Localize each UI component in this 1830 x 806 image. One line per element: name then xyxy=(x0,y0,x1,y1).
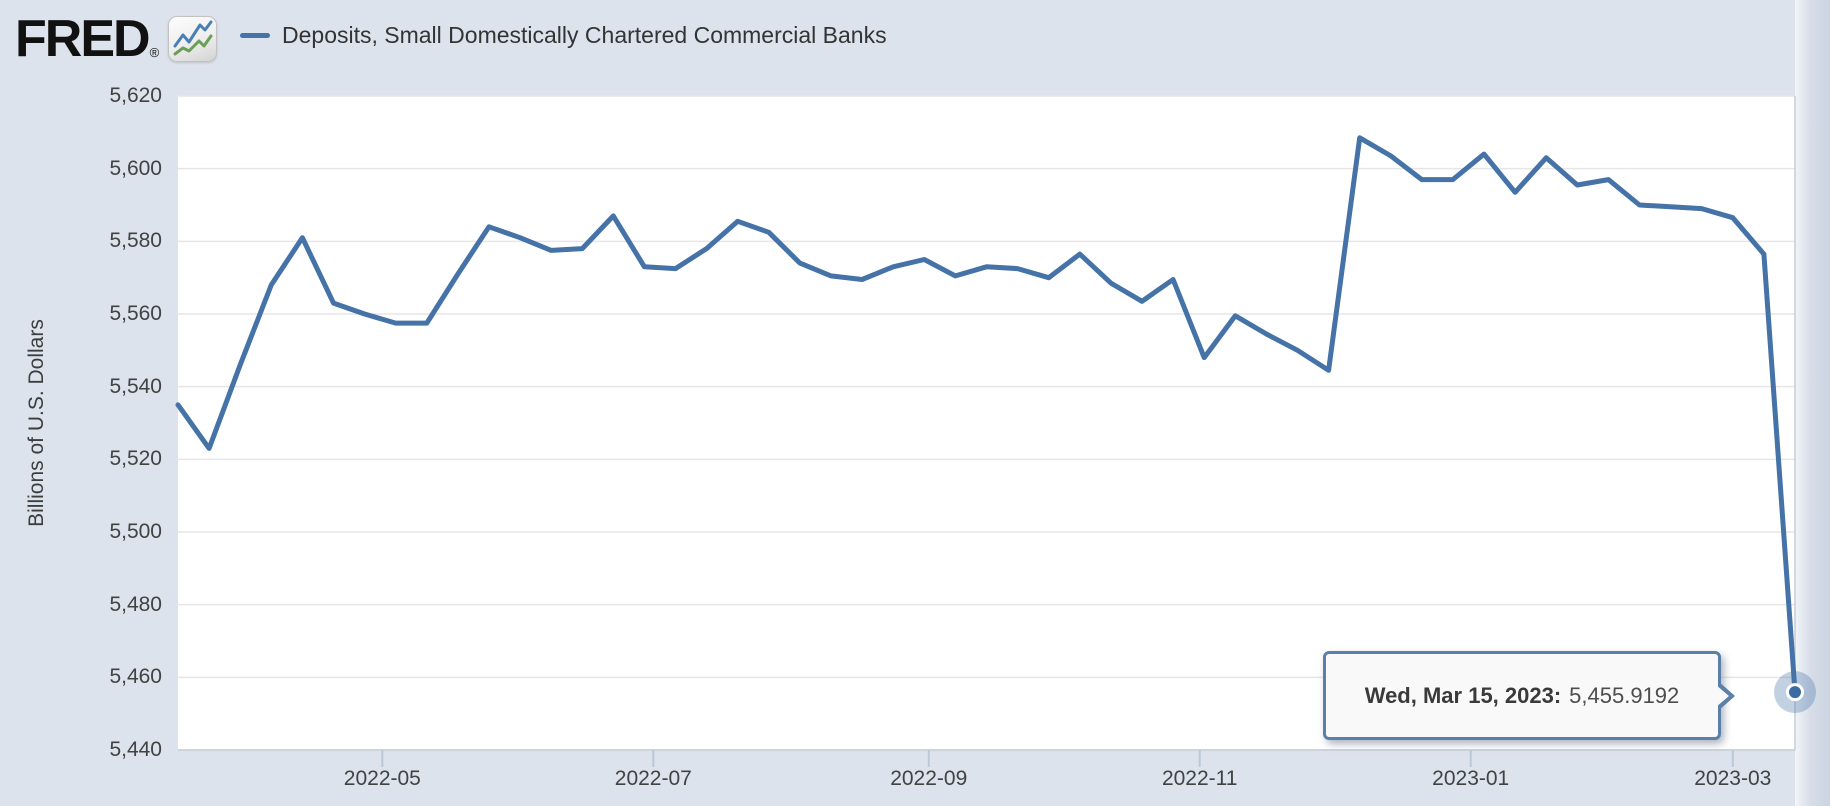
last-data-point-marker[interactable] xyxy=(1786,683,1804,702)
x-axis-tick-label: 2023-01 xyxy=(1432,767,1510,790)
x-axis-tick-label: 2023-03 xyxy=(1694,767,1772,790)
fred-logo[interactable]: FRED ® xyxy=(15,10,218,68)
y-axis-tick-label: 5,480 xyxy=(109,592,162,616)
y-axis-tick-label: 5,580 xyxy=(109,229,162,253)
tooltip-date: Wed, Mar 15, 2023: xyxy=(1364,682,1562,708)
y-axis-tick-label: 5,560 xyxy=(109,302,162,325)
legend: Deposits, Small Domestically Chartered C… xyxy=(240,0,887,70)
window-edge-shading xyxy=(1795,0,1830,806)
hover-tooltip: Wed, Mar 15, 2023: 5,455.9192 xyxy=(1323,651,1735,740)
fred-wordmark: FRED xyxy=(15,10,151,68)
registered-trademark: ® xyxy=(149,45,160,60)
y-axis-tick-label: 5,620 xyxy=(109,84,162,107)
x-axis-tick-label: 2022-07 xyxy=(614,767,692,790)
y-axis-tick-label: 5,440 xyxy=(109,738,162,761)
y-axis-tick-label: 5,540 xyxy=(109,374,162,398)
legend-series-swatch xyxy=(240,32,270,38)
header: FRED ® xyxy=(15,8,218,70)
y-axis-tick-label: 5,600 xyxy=(109,156,162,180)
x-axis-tick-label: 2022-09 xyxy=(890,767,968,790)
x-axis-tick-label: 2022-11 xyxy=(1161,767,1238,790)
y-axis-title: Billions of U.S. Dollars xyxy=(25,319,48,527)
plot-area[interactable] xyxy=(178,96,1795,750)
deposits-series-line[interactable] xyxy=(175,135,1798,695)
x-axis-tick-label: 2022-05 xyxy=(343,767,421,790)
fred-sparkline-icon xyxy=(168,16,218,62)
y-axis-tick-label: 5,460 xyxy=(109,665,162,689)
legend-series-label[interactable]: Deposits, Small Domestically Chartered C… xyxy=(282,21,887,48)
y-axis-labels: 5,440 5,460 5,480 5,500 5,520 5,540 5,560 5,580… xyxy=(56,0,162,806)
y-axis-tick-label: 5,500 xyxy=(109,520,162,543)
y-axis-tick-label: 5,520 xyxy=(109,447,162,471)
tooltip-value: 5,455.9192 xyxy=(1569,682,1680,708)
